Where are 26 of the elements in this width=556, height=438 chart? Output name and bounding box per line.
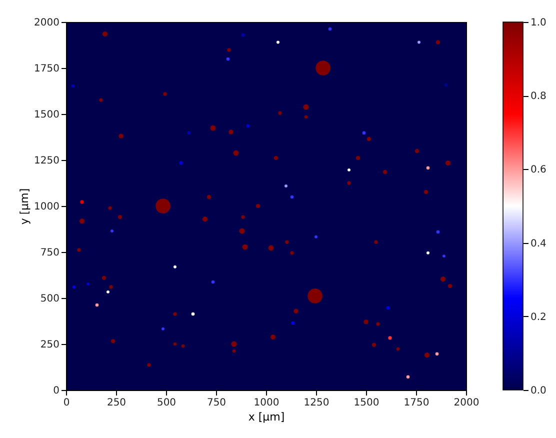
y-tick-label: 1250 xyxy=(34,156,60,166)
y-tick-label: 0 xyxy=(53,386,60,396)
x-tick-label: 250 xyxy=(106,398,126,408)
x-tick-label: 1000 xyxy=(254,398,280,408)
y-tick-label: 750 xyxy=(40,248,60,258)
x-tick-label: 1750 xyxy=(404,398,430,408)
y-axis-title: y [µm] xyxy=(18,188,32,225)
x-tick-label: 500 xyxy=(156,398,176,408)
color-bar-label: 0.4 xyxy=(530,238,546,250)
y-tick-label: 500 xyxy=(40,294,60,304)
color-bar-label: 0.0 xyxy=(530,386,546,396)
color-bar-label: 0.8 xyxy=(530,91,546,102)
y-tick-label: 1000 xyxy=(34,202,60,212)
y-tick-label: 1500 xyxy=(34,110,60,120)
x-tick-label: 0 xyxy=(63,398,70,408)
x-tick-label: 750 xyxy=(206,398,226,408)
x-axis-title: x [µm] xyxy=(248,410,285,424)
y-tick-label: 250 xyxy=(40,340,60,350)
x-tick-label: 2000 xyxy=(454,398,480,408)
color-bar-label: 0.2 xyxy=(530,312,546,323)
y-tick-label: 1750 xyxy=(34,64,60,74)
x-tick-label: 1250 xyxy=(304,398,330,408)
color-bar-label: 1.0 xyxy=(530,18,546,28)
x-tick-label: 1500 xyxy=(354,398,380,408)
y-tick-label: 2000 xyxy=(34,18,60,28)
color-bar-label: 0.6 xyxy=(530,164,546,176)
